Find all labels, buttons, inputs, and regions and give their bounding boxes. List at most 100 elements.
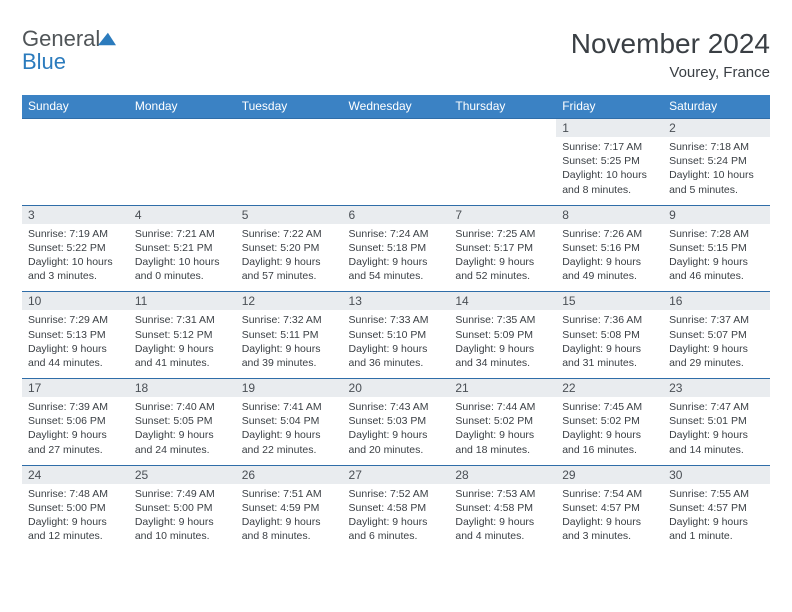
day-number: 29 xyxy=(556,466,663,484)
day-info: Sunrise: 7:44 AMSunset: 5:02 PMDaylight:… xyxy=(455,400,550,457)
day-info: Sunrise: 7:39 AMSunset: 5:06 PMDaylight:… xyxy=(28,400,123,457)
day-number: 26 xyxy=(236,466,343,484)
day-info: Sunrise: 7:55 AMSunset: 4:57 PMDaylight:… xyxy=(669,487,764,544)
day-info: Sunrise: 7:28 AMSunset: 5:15 PMDaylight:… xyxy=(669,227,764,284)
day-number: 21 xyxy=(449,379,556,397)
calendar-day-cell xyxy=(236,119,343,206)
day-info: Sunrise: 7:43 AMSunset: 5:03 PMDaylight:… xyxy=(349,400,444,457)
calendar-week-row: 3 Sunrise: 7:19 AMSunset: 5:22 PMDaylight… xyxy=(22,205,770,292)
calendar-day-cell: 22 Sunrise: 7:45 AMSunset: 5:02 PMDayligh… xyxy=(556,379,663,466)
day-info: Sunrise: 7:33 AMSunset: 5:10 PMDaylight:… xyxy=(349,313,444,370)
day-info: Sunrise: 7:41 AMSunset: 5:04 PMDaylight:… xyxy=(242,400,337,457)
calendar-day-cell xyxy=(22,119,129,206)
calendar-day-cell: 7 Sunrise: 7:25 AMSunset: 5:17 PMDaylight… xyxy=(449,205,556,292)
day-info: Sunrise: 7:21 AMSunset: 5:21 PMDaylight:… xyxy=(135,227,230,284)
day-number: 10 xyxy=(22,292,129,310)
day-info: Sunrise: 7:32 AMSunset: 5:11 PMDaylight:… xyxy=(242,313,337,370)
day-header: Thursday xyxy=(449,95,556,119)
calendar-day-cell: 4 Sunrise: 7:21 AMSunset: 5:21 PMDaylight… xyxy=(129,205,236,292)
calendar-week-row: 10 Sunrise: 7:29 AMSunset: 5:13 PMDayligh… xyxy=(22,292,770,379)
day-number: 14 xyxy=(449,292,556,310)
calendar-day-cell: 6 Sunrise: 7:24 AMSunset: 5:18 PMDaylight… xyxy=(343,205,450,292)
day-info: Sunrise: 7:18 AMSunset: 5:24 PMDaylight:… xyxy=(669,140,764,197)
day-info: Sunrise: 7:29 AMSunset: 5:13 PMDaylight:… xyxy=(28,313,123,370)
day-info: Sunrise: 7:53 AMSunset: 4:58 PMDaylight:… xyxy=(455,487,550,544)
day-number: 30 xyxy=(663,466,770,484)
day-number: 22 xyxy=(556,379,663,397)
day-info: Sunrise: 7:25 AMSunset: 5:17 PMDaylight:… xyxy=(455,227,550,284)
day-info: Sunrise: 7:31 AMSunset: 5:12 PMDaylight:… xyxy=(135,313,230,370)
day-number: 1 xyxy=(556,119,663,137)
day-number: 19 xyxy=(236,379,343,397)
calendar-day-cell: 3 Sunrise: 7:19 AMSunset: 5:22 PMDaylight… xyxy=(22,205,129,292)
calendar-day-cell: 24Sunrise: 7:48 AMSunset: 5:00 PMDayligh… xyxy=(22,465,129,551)
day-header: Saturday xyxy=(663,95,770,119)
calendar-day-cell: 5 Sunrise: 7:22 AMSunset: 5:20 PMDaylight… xyxy=(236,205,343,292)
calendar-day-cell: 16 Sunrise: 7:37 AMSunset: 5:07 PMDayligh… xyxy=(663,292,770,379)
calendar-day-cell: 13 Sunrise: 7:33 AMSunset: 5:10 PMDayligh… xyxy=(343,292,450,379)
day-number: 28 xyxy=(449,466,556,484)
calendar-day-cell: 21 Sunrise: 7:44 AMSunset: 5:02 PMDayligh… xyxy=(449,379,556,466)
calendar-day-cell: 10 Sunrise: 7:29 AMSunset: 5:13 PMDayligh… xyxy=(22,292,129,379)
day-number: 7 xyxy=(449,206,556,224)
calendar-day-cell: 26Sunrise: 7:51 AMSunset: 4:59 PMDayligh… xyxy=(236,465,343,551)
page-header: General Blue November 2024 Vourey, Franc… xyxy=(22,28,770,81)
month-title: November 2024 xyxy=(571,28,770,60)
calendar-day-cell: 17Sunrise: 7:39 AMSunset: 5:06 PMDayligh… xyxy=(22,379,129,466)
day-header: Monday xyxy=(129,95,236,119)
calendar-table: SundayMondayTuesdayWednesdayThursdayFrid… xyxy=(22,95,770,551)
day-info: Sunrise: 7:37 AMSunset: 5:07 PMDaylight:… xyxy=(669,313,764,370)
calendar-day-cell: 19 Sunrise: 7:41 AMSunset: 5:04 PMDayligh… xyxy=(236,379,343,466)
day-number: 27 xyxy=(343,466,450,484)
logo-text-part2: Blue xyxy=(22,49,66,74)
day-number: 12 xyxy=(236,292,343,310)
calendar-week-row: 24Sunrise: 7:48 AMSunset: 5:00 PMDayligh… xyxy=(22,465,770,551)
day-info: Sunrise: 7:17 AMSunset: 5:25 PMDaylight:… xyxy=(562,140,657,197)
day-info: Sunrise: 7:22 AMSunset: 5:20 PMDaylight:… xyxy=(242,227,337,284)
day-number: 6 xyxy=(343,206,450,224)
calendar-day-cell xyxy=(129,119,236,206)
brand-logo: General Blue xyxy=(22,28,116,74)
calendar-day-cell: 29 Sunrise: 7:54 AMSunset: 4:57 PMDayligh… xyxy=(556,465,663,551)
day-info: Sunrise: 7:48 AMSunset: 5:00 PMDaylight:… xyxy=(28,487,123,544)
day-info: Sunrise: 7:40 AMSunset: 5:05 PMDaylight:… xyxy=(135,400,230,457)
day-header: Tuesday xyxy=(236,95,343,119)
day-number: 13 xyxy=(343,292,450,310)
location-label: Vourey, France xyxy=(571,64,770,81)
calendar-day-cell: 14Sunrise: 7:35 AMSunset: 5:09 PMDayligh… xyxy=(449,292,556,379)
day-number: 16 xyxy=(663,292,770,310)
sail-icon xyxy=(98,32,116,46)
day-info: Sunrise: 7:47 AMSunset: 5:01 PMDaylight:… xyxy=(669,400,764,457)
day-number: 20 xyxy=(343,379,450,397)
day-number: 3 xyxy=(22,206,129,224)
calendar-week-row: 17Sunrise: 7:39 AMSunset: 5:06 PMDayligh… xyxy=(22,379,770,466)
day-header: Sunday xyxy=(22,95,129,119)
calendar-day-cell xyxy=(449,119,556,206)
day-info: Sunrise: 7:26 AMSunset: 5:16 PMDaylight:… xyxy=(562,227,657,284)
calendar-day-cell: 2 Sunrise: 7:18 AMSunset: 5:24 PMDaylight… xyxy=(663,119,770,206)
calendar-day-cell: 25Sunrise: 7:49 AMSunset: 5:00 PMDayligh… xyxy=(129,465,236,551)
day-number: 2 xyxy=(663,119,770,137)
day-info: Sunrise: 7:19 AMSunset: 5:22 PMDaylight:… xyxy=(28,227,123,284)
day-info: Sunrise: 7:45 AMSunset: 5:02 PMDaylight:… xyxy=(562,400,657,457)
calendar-day-cell: 27 Sunrise: 7:52 AMSunset: 4:58 PMDayligh… xyxy=(343,465,450,551)
logo-text-wrap: General Blue xyxy=(22,28,116,74)
calendar-day-cell: 8 Sunrise: 7:26 AMSunset: 5:16 PMDaylight… xyxy=(556,205,663,292)
day-info: Sunrise: 7:36 AMSunset: 5:08 PMDaylight:… xyxy=(562,313,657,370)
day-number: 4 xyxy=(129,206,236,224)
day-number: 11 xyxy=(129,292,236,310)
calendar-day-cell: 18Sunrise: 7:40 AMSunset: 5:05 PMDayligh… xyxy=(129,379,236,466)
day-info: Sunrise: 7:54 AMSunset: 4:57 PMDaylight:… xyxy=(562,487,657,544)
day-info: Sunrise: 7:52 AMSunset: 4:58 PMDaylight:… xyxy=(349,487,444,544)
calendar-page: General Blue November 2024 Vourey, Franc… xyxy=(0,0,792,569)
calendar-day-cell: 23 Sunrise: 7:47 AMSunset: 5:01 PMDayligh… xyxy=(663,379,770,466)
day-number: 5 xyxy=(236,206,343,224)
title-block: November 2024 Vourey, France xyxy=(571,28,770,81)
calendar-day-cell: 11 Sunrise: 7:31 AMSunset: 5:12 PMDayligh… xyxy=(129,292,236,379)
day-number: 23 xyxy=(663,379,770,397)
calendar-day-cell: 9 Sunrise: 7:28 AMSunset: 5:15 PMDaylight… xyxy=(663,205,770,292)
day-number: 9 xyxy=(663,206,770,224)
day-number: 8 xyxy=(556,206,663,224)
day-info: Sunrise: 7:24 AMSunset: 5:18 PMDaylight:… xyxy=(349,227,444,284)
day-number: 15 xyxy=(556,292,663,310)
